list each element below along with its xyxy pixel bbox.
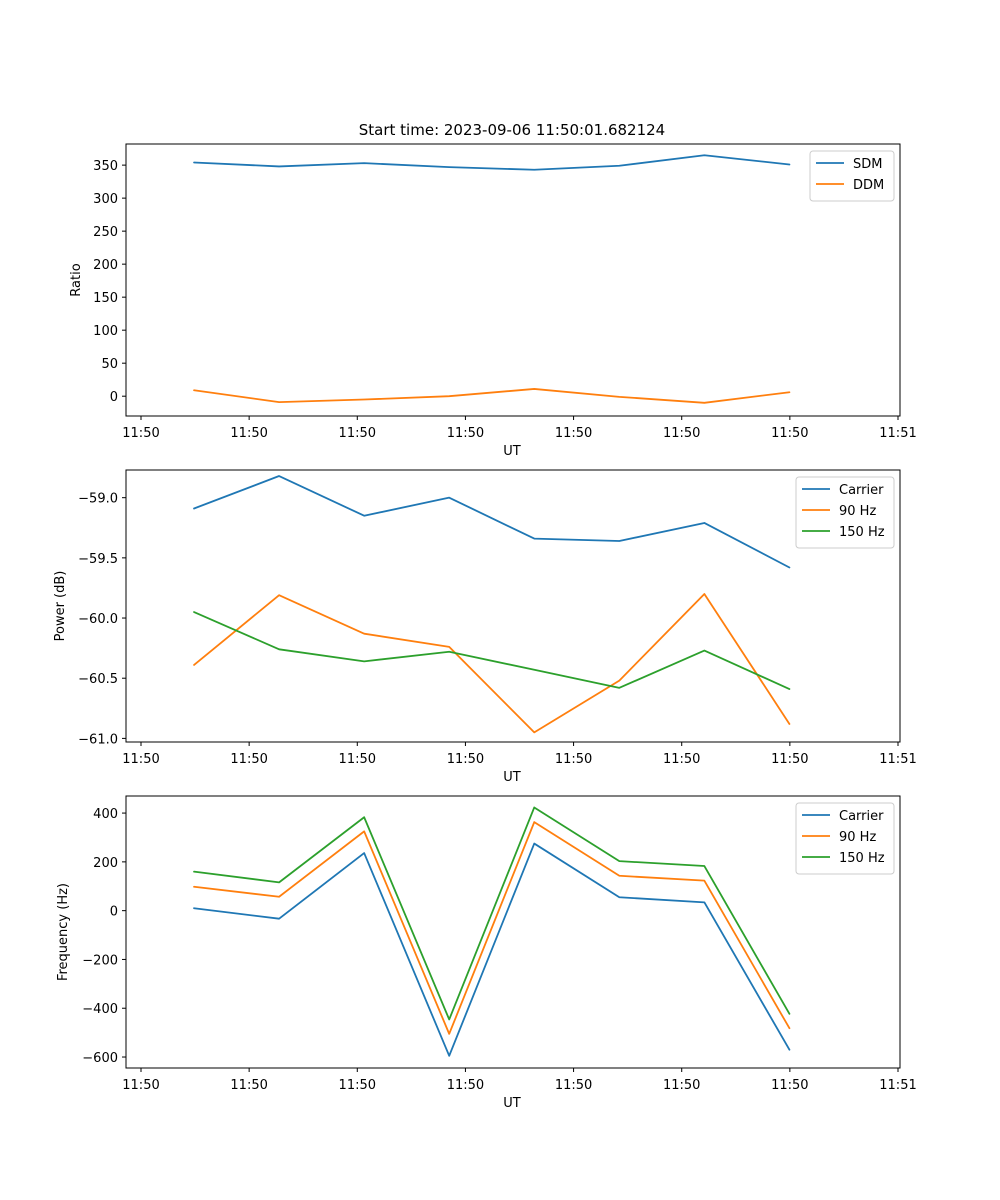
power-y-tick-label: −60.5	[78, 672, 118, 687]
ratio-y-tick-label: 150	[93, 291, 118, 306]
power-legend-label-150-hz: 150 Hz	[839, 525, 885, 540]
power-x-tick-label: 11:50	[339, 752, 376, 767]
frequency-y-axis-label: Frequency (Hz)	[56, 883, 71, 981]
frequency-series-90-hz-line	[193, 821, 791, 1035]
ratio-y-tick-label: 300	[93, 192, 118, 207]
frequency-legend-label-carrier: Carrier	[839, 809, 884, 824]
power-x-tick-label: 11:50	[122, 752, 159, 767]
ratio-x-tick-label: 11:50	[663, 426, 700, 441]
ratio-legend-label-ddm: DDM	[853, 178, 884, 193]
frequency-legend-label-90-hz: 90 Hz	[839, 830, 876, 845]
ratio-y-tick-label: 0	[110, 390, 118, 405]
frequency-x-axis-label: UT	[503, 1096, 521, 1111]
ratio-legend-label-sdm: SDM	[853, 157, 882, 172]
subplot-ratio: 11:50 11:50 11:50 11:50 11:50 11:50 11:50 11:51…	[69, 143, 917, 459]
ratio-x-tick-label: 11:50	[555, 426, 592, 441]
power-series-90-hz-line	[193, 593, 791, 734]
power-series-carrier-line	[193, 475, 791, 569]
frequency-legend-label-150-hz: 150 Hz	[839, 851, 885, 866]
ratio-legend: SDM DDM	[809, 150, 895, 202]
subplot-power: 11:50 11:50 11:50 11:50 11:50 11:50 11:50 11:51…	[53, 469, 917, 785]
frequency-legend: Carrier 90 Hz 150 Hz	[795, 802, 895, 875]
frequency-y-tick-label: −200	[82, 953, 118, 968]
power-legend: Carrier 90 Hz 150 Hz	[795, 476, 895, 549]
ratio-series-ddm-line	[193, 388, 791, 404]
ratio-x-tick-label: 11:50	[447, 426, 484, 441]
frequency-series-150-hz-line	[193, 806, 791, 1021]
power-x-tick-label: 11:50	[230, 752, 267, 767]
ratio-axes-frame	[125, 143, 901, 417]
power-y-tick-label: −61.0	[78, 732, 118, 747]
frequency-x-tick-label: 11:50	[122, 1078, 159, 1093]
frequency-x-tick-label: 11:50	[555, 1078, 592, 1093]
power-y-axis-label: Power (dB)	[53, 571, 68, 642]
frequency-x-tick-label: 11:51	[879, 1078, 916, 1093]
ratio-x-tick-label: 11:50	[339, 426, 376, 441]
ratio-y-tick-label: 100	[93, 324, 118, 339]
ratio-y-tick-label: 350	[93, 159, 118, 174]
frequency-y-tick-label: −600	[82, 1051, 118, 1066]
power-axes-frame	[125, 469, 901, 743]
subplot-frequency: 11:50 11:50 11:50 11:50 11:50 11:50 11:50 11:51…	[56, 795, 917, 1111]
frequency-x-tick-label: 11:50	[771, 1078, 808, 1093]
power-y-tick-label: −59.0	[78, 492, 118, 507]
power-x-tick-label: 11:50	[555, 752, 592, 767]
ratio-x-tick-label: 11:50	[122, 426, 159, 441]
frequency-y-tick-label: 200	[93, 856, 118, 871]
ratio-x-tick-label: 11:51	[879, 426, 916, 441]
power-x-tick-label: 11:50	[663, 752, 700, 767]
power-x-axis-label: UT	[503, 770, 521, 785]
frequency-x-tick-label: 11:50	[230, 1078, 267, 1093]
power-x-tick-label: 11:50	[771, 752, 808, 767]
power-legend-label-carrier: Carrier	[839, 483, 884, 498]
power-y-tick-label: −59.5	[78, 552, 118, 567]
ratio-x-tick-label: 11:50	[771, 426, 808, 441]
ratio-y-tick-label: 200	[93, 258, 118, 273]
frequency-x-tick-label: 11:50	[663, 1078, 700, 1093]
frequency-x-tick-label: 11:50	[447, 1078, 484, 1093]
frequency-axes-frame	[125, 795, 901, 1069]
power-y-tick-label: −60.0	[78, 612, 118, 627]
ratio-series-sdm-line	[193, 154, 791, 171]
power-series-150-hz-line	[193, 611, 791, 690]
ratio-y-tick-label: 50	[101, 357, 118, 372]
frequency-y-tick-label: −400	[82, 1002, 118, 1017]
ratio-y-tick-label: 250	[93, 225, 118, 240]
power-legend-label-90-hz: 90 Hz	[839, 504, 876, 519]
ratio-x-axis-label: UT	[503, 444, 521, 459]
power-x-tick-label: 11:50	[447, 752, 484, 767]
frequency-series-carrier-line	[193, 842, 791, 1057]
frequency-y-tick-label: 400	[93, 807, 118, 822]
chart-title: Start time: 2023-09-06 11:50:01.682124	[359, 121, 665, 139]
frequency-y-tick-label: 0	[110, 905, 118, 920]
ratio-x-tick-label: 11:50	[230, 426, 267, 441]
ratio-y-axis-label: Ratio	[69, 263, 84, 296]
frequency-x-tick-label: 11:50	[339, 1078, 376, 1093]
power-x-tick-label: 11:51	[879, 752, 916, 767]
